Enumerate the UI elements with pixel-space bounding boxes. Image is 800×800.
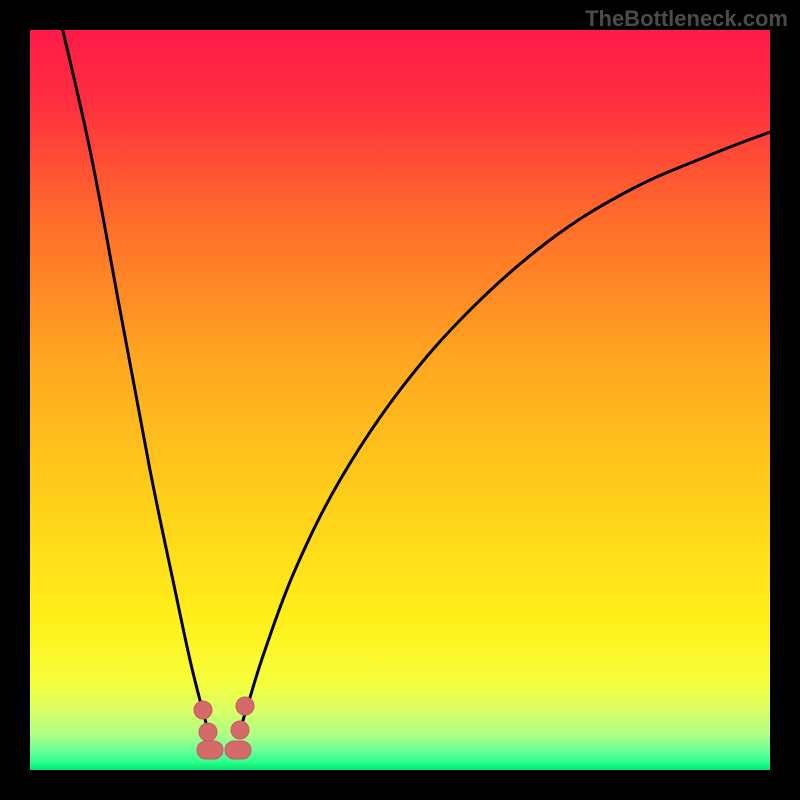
- watermark-text: TheBottleneck.com: [585, 6, 788, 32]
- data-marker: [231, 721, 249, 739]
- data-marker-cap: [197, 741, 223, 759]
- plot-svg: [30, 30, 770, 770]
- plot-area: [30, 30, 770, 770]
- data-marker: [199, 723, 217, 741]
- chart-frame: TheBottleneck.com: [0, 0, 800, 800]
- data-marker: [194, 701, 212, 719]
- data-marker: [236, 697, 254, 715]
- data-marker-cap: [225, 741, 251, 759]
